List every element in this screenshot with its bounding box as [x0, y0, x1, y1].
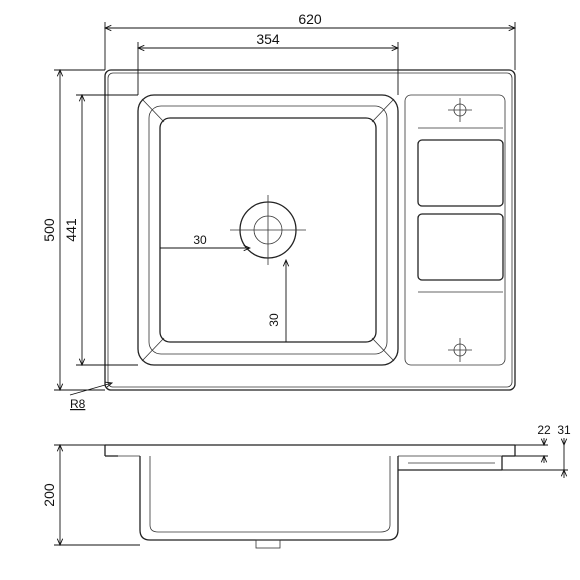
dim-basin-height: 441	[63, 218, 79, 242]
dim-lip: 22	[537, 423, 551, 437]
tap-hole-bottom	[448, 338, 472, 362]
side-view: 200 22 31	[41, 423, 571, 548]
dim-depth: 200	[41, 483, 57, 507]
dim-basin-width: 354	[256, 31, 280, 47]
technical-drawing: 30 30 R8 620	[0, 0, 580, 580]
radius-label: R8	[70, 397, 86, 411]
dim-drain-30b: 30	[267, 313, 281, 327]
dim-step: 31	[557, 423, 571, 437]
dimensions-top: 620 354 500 441	[41, 11, 515, 390]
tap-hole-top	[448, 98, 472, 122]
top-view: 30 30 R8	[70, 70, 515, 411]
dim-drain-30a: 30	[193, 233, 207, 247]
dim-overall-height: 500	[41, 218, 57, 242]
dim-overall-width: 620	[298, 11, 322, 27]
